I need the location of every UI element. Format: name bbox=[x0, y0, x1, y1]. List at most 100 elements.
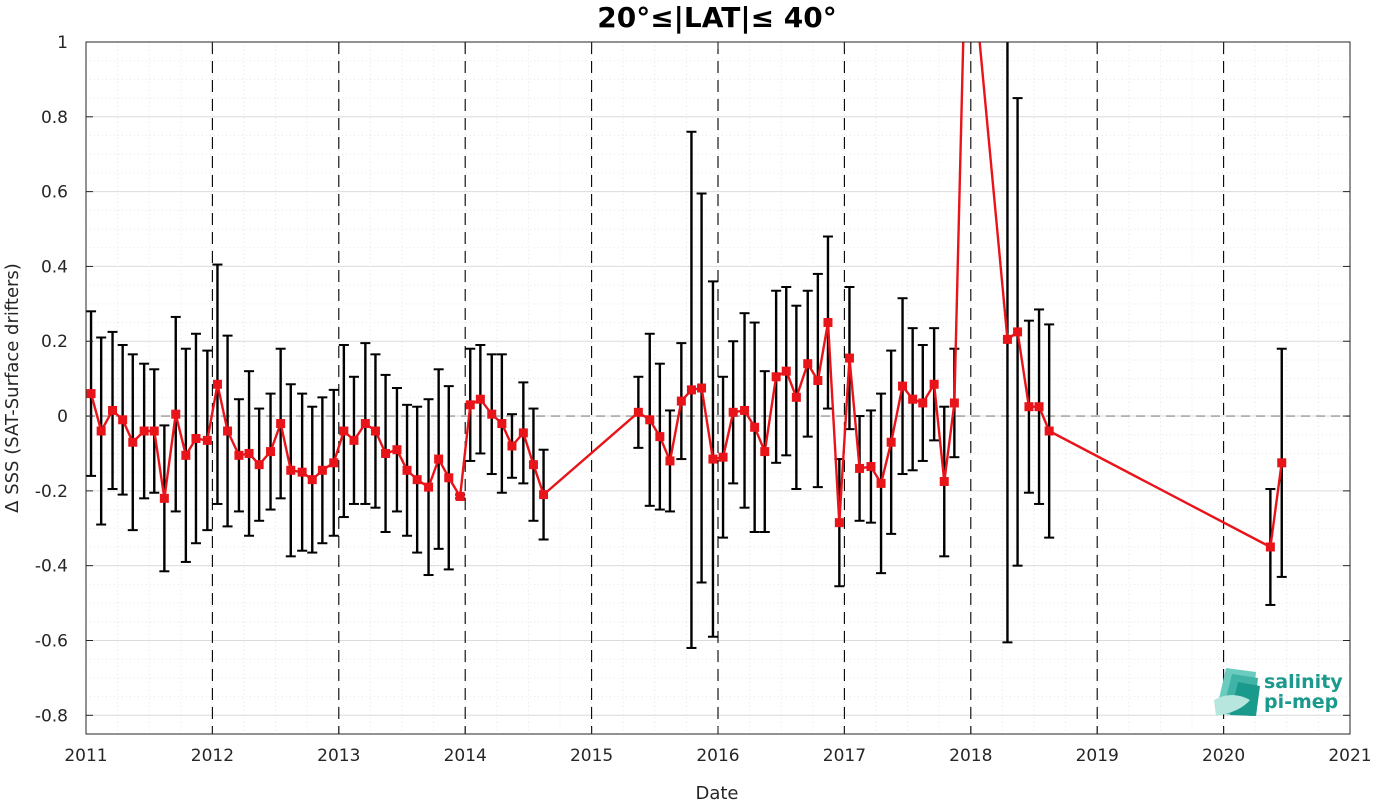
data-point bbox=[159, 493, 169, 503]
data-point bbox=[813, 376, 823, 386]
data-point bbox=[1277, 458, 1287, 468]
x-tick-label: 2021 bbox=[1328, 746, 1371, 766]
y-tick-label: 0.2 bbox=[41, 332, 68, 352]
data-point bbox=[266, 447, 276, 457]
data-point bbox=[728, 407, 738, 417]
x-tick-label: 2015 bbox=[570, 746, 613, 766]
y-tick-label: 0 bbox=[57, 407, 68, 427]
y-tick-label: 1 bbox=[57, 33, 68, 53]
data-point bbox=[750, 422, 760, 432]
data-point bbox=[96, 426, 106, 436]
x-tick-label: 2012 bbox=[191, 746, 234, 766]
data-point bbox=[718, 452, 728, 462]
year-lines bbox=[211, 42, 1225, 734]
data-point bbox=[665, 456, 675, 466]
data-point bbox=[497, 419, 507, 429]
data-point bbox=[939, 477, 949, 487]
data-point bbox=[297, 467, 307, 477]
data-point bbox=[202, 435, 212, 445]
data-point bbox=[402, 465, 412, 475]
data-point bbox=[1024, 402, 1034, 412]
data-point bbox=[686, 385, 696, 395]
x-tick-label: 2013 bbox=[317, 746, 360, 766]
data-point bbox=[518, 428, 528, 438]
series-line-offscale bbox=[953, 41, 965, 403]
data-point bbox=[886, 437, 896, 447]
data-point bbox=[697, 383, 707, 393]
data-point bbox=[381, 448, 391, 458]
data-point bbox=[803, 359, 813, 369]
data-point bbox=[139, 426, 149, 436]
data-point bbox=[791, 392, 801, 402]
data-point bbox=[108, 405, 118, 415]
data-point bbox=[855, 463, 865, 473]
data-point bbox=[286, 465, 296, 475]
data-point bbox=[876, 478, 886, 488]
x-tick-label: 2014 bbox=[444, 746, 487, 766]
data-point bbox=[307, 475, 317, 485]
data-point bbox=[86, 389, 96, 399]
data-point bbox=[181, 450, 191, 460]
data-point bbox=[866, 462, 876, 472]
x-tick-label: 2011 bbox=[64, 746, 107, 766]
data-point bbox=[118, 415, 128, 425]
series-line-offscale bbox=[978, 41, 1009, 340]
data-point bbox=[370, 426, 380, 436]
data-point bbox=[149, 426, 159, 436]
data-point bbox=[539, 490, 549, 500]
data-point bbox=[254, 460, 264, 470]
data-point bbox=[781, 366, 791, 376]
data-point bbox=[339, 426, 349, 436]
x-axis-label: Date bbox=[695, 783, 738, 801]
x-tick-label: 2017 bbox=[823, 746, 866, 766]
data-point bbox=[1265, 542, 1275, 552]
ticks bbox=[85, 41, 1351, 734]
data-point bbox=[128, 437, 138, 447]
data-point bbox=[929, 379, 939, 389]
data-point bbox=[528, 460, 538, 470]
data-point bbox=[434, 454, 444, 464]
data-point bbox=[645, 415, 655, 425]
data-point bbox=[475, 394, 485, 404]
data-point bbox=[276, 419, 286, 429]
error-bars bbox=[86, 42, 1287, 649]
y-tick-labels: 1 0.8 0.6 0.4 0.2 0 -0.2 -0.4 -0.6 -0.8 bbox=[35, 33, 68, 726]
y-tick-label: -0.6 bbox=[35, 631, 68, 651]
data-point bbox=[412, 475, 422, 485]
data-point bbox=[708, 454, 718, 464]
chart-title: 20°≤|LAT|≤ 40° bbox=[597, 1, 837, 34]
data-point bbox=[444, 473, 454, 483]
data-point bbox=[191, 433, 201, 443]
data-point bbox=[633, 407, 643, 417]
y-axis-label: Δ SSS (SAT-Surface drifters) bbox=[2, 263, 23, 513]
data-point bbox=[507, 441, 517, 451]
data-point bbox=[1002, 334, 1012, 344]
data-point bbox=[465, 400, 475, 410]
data-point bbox=[223, 426, 233, 436]
data-point bbox=[212, 379, 222, 389]
data-point bbox=[317, 465, 327, 475]
series-group bbox=[86, 41, 1287, 552]
data-point bbox=[455, 491, 465, 501]
y-tick-label: -0.4 bbox=[35, 557, 68, 577]
data-point bbox=[898, 381, 908, 391]
svg-text:salinity: salinity bbox=[1264, 671, 1343, 693]
x-tick-label: 2016 bbox=[696, 746, 739, 766]
data-point bbox=[760, 447, 770, 457]
x-tick-label: 2019 bbox=[1076, 746, 1119, 766]
logo-waves-icon bbox=[1214, 668, 1260, 716]
x-tick-label: 2018 bbox=[949, 746, 992, 766]
data-point bbox=[834, 518, 844, 528]
data-point bbox=[844, 353, 854, 363]
data-point bbox=[1044, 426, 1054, 436]
salinity-pi-mep-logo: salinity pi-mep bbox=[1214, 668, 1343, 716]
data-point bbox=[740, 405, 750, 415]
data-point bbox=[329, 458, 339, 468]
data-point bbox=[171, 409, 181, 419]
data-point bbox=[949, 398, 959, 408]
data-point bbox=[1013, 327, 1023, 337]
x-tick-label: 2020 bbox=[1202, 746, 1245, 766]
data-point bbox=[908, 394, 918, 404]
data-point bbox=[918, 398, 928, 408]
